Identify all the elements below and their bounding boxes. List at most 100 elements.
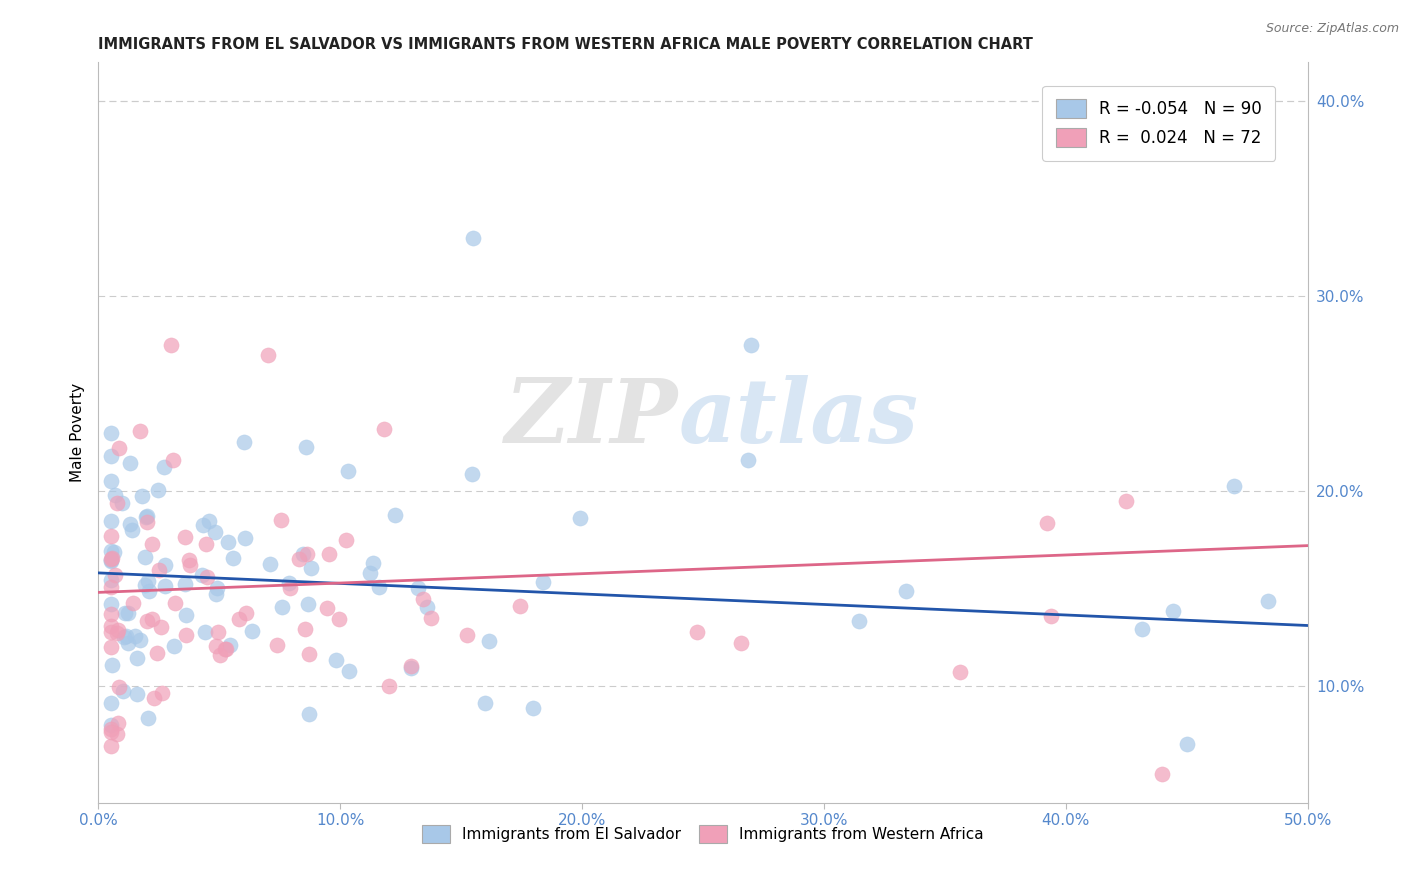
Point bbox=[127, 651, 149, 665]
Point bbox=[100, 607, 122, 622]
Text: IMMIGRANTS FROM EL SALVADOR VS IMMIGRANTS FROM WESTERN AFRICA MALE POVERTY CORRE: IMMIGRANTS FROM EL SALVADOR VS IMMIGRANT… bbox=[98, 37, 1033, 52]
Point bbox=[112, 630, 135, 644]
Point bbox=[318, 547, 340, 561]
Point bbox=[191, 568, 214, 582]
Point bbox=[399, 658, 422, 673]
Point bbox=[150, 620, 173, 634]
Point bbox=[104, 488, 127, 502]
Point bbox=[384, 508, 406, 522]
Point bbox=[361, 556, 384, 570]
Point bbox=[103, 545, 125, 559]
Point bbox=[100, 580, 122, 594]
Point bbox=[195, 570, 218, 584]
Point bbox=[100, 449, 122, 463]
Point bbox=[412, 591, 434, 606]
Point bbox=[138, 711, 160, 725]
Point bbox=[131, 489, 153, 503]
Point bbox=[100, 515, 122, 529]
Point bbox=[104, 568, 127, 582]
Point bbox=[198, 514, 221, 528]
Point bbox=[125, 687, 148, 701]
Point bbox=[155, 578, 177, 592]
Point bbox=[117, 636, 139, 650]
Point bbox=[460, 467, 482, 481]
Point bbox=[179, 553, 201, 567]
Point bbox=[105, 495, 128, 509]
Point bbox=[136, 574, 159, 589]
Point bbox=[207, 624, 229, 639]
Point bbox=[105, 625, 128, 640]
Point bbox=[101, 551, 124, 566]
Point bbox=[315, 600, 337, 615]
Point bbox=[143, 691, 166, 706]
Point bbox=[359, 566, 381, 580]
Point bbox=[134, 549, 156, 564]
Point bbox=[100, 725, 122, 739]
Point bbox=[195, 536, 218, 550]
Point bbox=[456, 627, 478, 641]
Point bbox=[135, 508, 157, 523]
Point bbox=[278, 576, 301, 591]
Point bbox=[1161, 604, 1184, 618]
Point bbox=[191, 518, 214, 533]
Point bbox=[367, 580, 389, 594]
Text: ZIP: ZIP bbox=[505, 375, 679, 461]
Point bbox=[420, 611, 443, 625]
Point bbox=[100, 543, 122, 558]
Point bbox=[1036, 516, 1059, 530]
Point bbox=[174, 628, 197, 642]
Point bbox=[174, 608, 197, 623]
Point bbox=[214, 642, 236, 657]
Point bbox=[568, 510, 591, 524]
Point bbox=[1222, 479, 1244, 493]
Text: Source: ZipAtlas.com: Source: ZipAtlas.com bbox=[1265, 22, 1399, 36]
Point bbox=[114, 606, 136, 620]
Point bbox=[740, 338, 762, 352]
Point bbox=[173, 530, 195, 544]
Point bbox=[896, 584, 918, 599]
Point bbox=[218, 638, 240, 652]
Point bbox=[100, 573, 122, 587]
Point bbox=[1115, 493, 1137, 508]
Point bbox=[299, 561, 322, 575]
Point bbox=[288, 552, 311, 566]
Point bbox=[148, 483, 170, 497]
Point bbox=[271, 599, 294, 614]
Point bbox=[100, 554, 122, 568]
Point bbox=[194, 624, 217, 639]
Point bbox=[108, 680, 131, 694]
Point bbox=[294, 622, 316, 636]
Point bbox=[150, 686, 173, 700]
Point bbox=[416, 599, 439, 614]
Point bbox=[135, 515, 157, 529]
Point bbox=[1257, 594, 1279, 608]
Point bbox=[100, 552, 122, 566]
Point bbox=[120, 456, 142, 470]
Point bbox=[141, 537, 163, 551]
Point bbox=[174, 576, 197, 591]
Point bbox=[478, 633, 501, 648]
Point bbox=[406, 581, 429, 595]
Point bbox=[129, 424, 152, 438]
Point bbox=[278, 581, 301, 595]
Point bbox=[266, 638, 288, 652]
Point bbox=[235, 606, 257, 620]
Point bbox=[107, 623, 129, 637]
Point bbox=[121, 523, 143, 537]
Point bbox=[1130, 622, 1153, 636]
Point bbox=[298, 707, 321, 722]
Point bbox=[163, 596, 186, 610]
Point bbox=[297, 597, 319, 611]
Point bbox=[1039, 609, 1062, 624]
Point bbox=[373, 422, 395, 436]
Point bbox=[112, 683, 135, 698]
Point bbox=[100, 474, 122, 488]
Point bbox=[162, 453, 184, 467]
Point bbox=[209, 648, 232, 663]
Point bbox=[153, 459, 176, 474]
Point bbox=[135, 614, 157, 628]
Point bbox=[292, 547, 315, 561]
Point bbox=[117, 606, 139, 620]
Point bbox=[138, 583, 160, 598]
Point bbox=[256, 348, 278, 362]
